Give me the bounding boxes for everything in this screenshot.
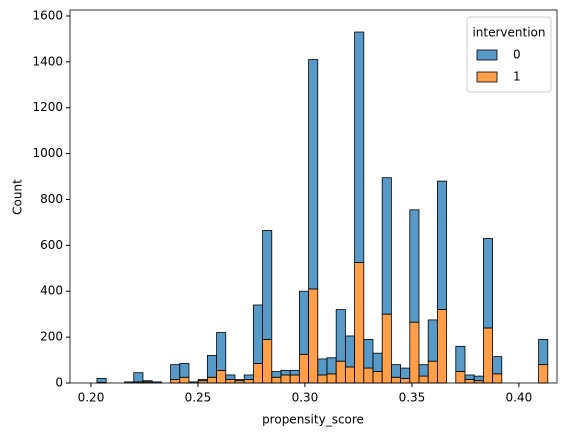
y-tick-label: 1400 <box>32 54 63 68</box>
histogram-bar <box>418 375 429 384</box>
legend-title: intervention <box>472 26 545 40</box>
histogram-bar <box>289 374 300 384</box>
histogram-bar <box>271 376 282 384</box>
histogram-bar <box>363 339 374 369</box>
histogram-bar <box>344 335 355 368</box>
histogram-bar <box>538 339 549 366</box>
legend-swatch <box>476 71 498 83</box>
histogram-bar <box>298 290 309 355</box>
histogram-bar <box>206 376 217 384</box>
histogram-bar <box>206 355 217 378</box>
histogram-bar <box>317 358 328 376</box>
histogram-bar <box>427 360 438 384</box>
histogram-bar <box>372 352 383 372</box>
histogram-bar <box>142 380 153 383</box>
histogram-bar <box>390 376 401 384</box>
x-tick-label: 0.20 <box>78 391 105 405</box>
legend-swatch <box>476 49 498 61</box>
histogram-bar <box>262 339 273 384</box>
histogram-bar <box>381 177 392 315</box>
histogram-bar <box>400 378 411 384</box>
histogram-bar <box>243 374 254 380</box>
histogram-bar <box>280 374 291 384</box>
y-tick-label: 600 <box>40 238 63 252</box>
histogram-bar <box>225 374 236 380</box>
histogram-bar <box>492 356 503 375</box>
histogram-bar <box>464 379 475 384</box>
histogram-bar <box>317 374 328 384</box>
x-axis-label: propensity_score <box>262 413 364 427</box>
y-tick-label: 200 <box>40 330 63 344</box>
legend-label: 0 <box>513 48 521 62</box>
histogram-bar <box>133 372 144 383</box>
histogram-bar <box>455 345 466 372</box>
histogram-bar <box>482 327 493 384</box>
histogram-bar <box>96 378 107 383</box>
y-tick-label: 1200 <box>32 100 63 114</box>
histogram-bar <box>252 304 263 364</box>
histogram-bar <box>170 379 181 384</box>
x-tick-label: 0.30 <box>292 391 319 405</box>
histogram-bar <box>482 238 493 329</box>
histogram-bar <box>390 364 401 378</box>
histogram-bar <box>418 364 429 377</box>
histogram-bar <box>455 371 466 384</box>
histogram-bar <box>216 369 227 384</box>
histogram-bar <box>464 374 475 380</box>
histogram-bar <box>473 375 484 382</box>
plot-frame <box>69 9 558 384</box>
histogram-bar <box>335 309 346 362</box>
histogram-bar <box>400 367 411 379</box>
histogram-bar <box>271 371 282 378</box>
histogram-bar <box>409 321 420 384</box>
histogram-bar <box>538 364 549 384</box>
y-tick-label: 400 <box>40 284 63 298</box>
histogram-bar <box>225 379 236 384</box>
histogram-bar <box>354 31 365 263</box>
histogram-bar <box>436 309 447 384</box>
y-tick-label: 0 <box>55 376 63 390</box>
histogram-bar <box>197 379 208 382</box>
y-axis-label: Count <box>11 179 25 215</box>
y-tick-label: 1000 <box>32 146 63 160</box>
histogram-bar <box>170 364 181 380</box>
histogram-bar <box>289 369 300 376</box>
histogram-bar <box>216 332 227 371</box>
x-tick-label: 0.35 <box>399 391 426 405</box>
histogram-bar <box>335 360 346 384</box>
histogram-bar <box>381 313 392 384</box>
legend-label: 1 <box>513 70 521 84</box>
histogram-bar <box>492 373 503 384</box>
y-tick-label: 1600 <box>32 8 63 22</box>
histogram-bar <box>298 353 309 384</box>
histogram-bar <box>262 230 273 340</box>
histogram-bar <box>280 369 291 376</box>
histogram-bar <box>308 59 319 290</box>
histogram-bar <box>354 262 365 384</box>
histogram-bar <box>243 379 254 384</box>
histogram-bar <box>344 366 355 384</box>
histogram-bar <box>436 180 447 310</box>
histogram-bar <box>252 363 263 384</box>
y-tick-label: 800 <box>40 192 63 206</box>
histogram-bar <box>372 371 383 384</box>
histogram-bar <box>427 319 438 362</box>
histogram-bar <box>179 376 190 384</box>
histogram-bar <box>179 363 190 378</box>
histogram-bar <box>326 373 337 384</box>
histogram-bar <box>308 288 319 384</box>
x-tick-label: 0.40 <box>506 391 533 405</box>
x-tick-label: 0.25 <box>185 391 212 405</box>
histogram-bar <box>363 367 374 384</box>
histogram-bar <box>234 379 245 382</box>
histogram-bar <box>409 209 420 323</box>
histogram-bar <box>326 357 337 375</box>
